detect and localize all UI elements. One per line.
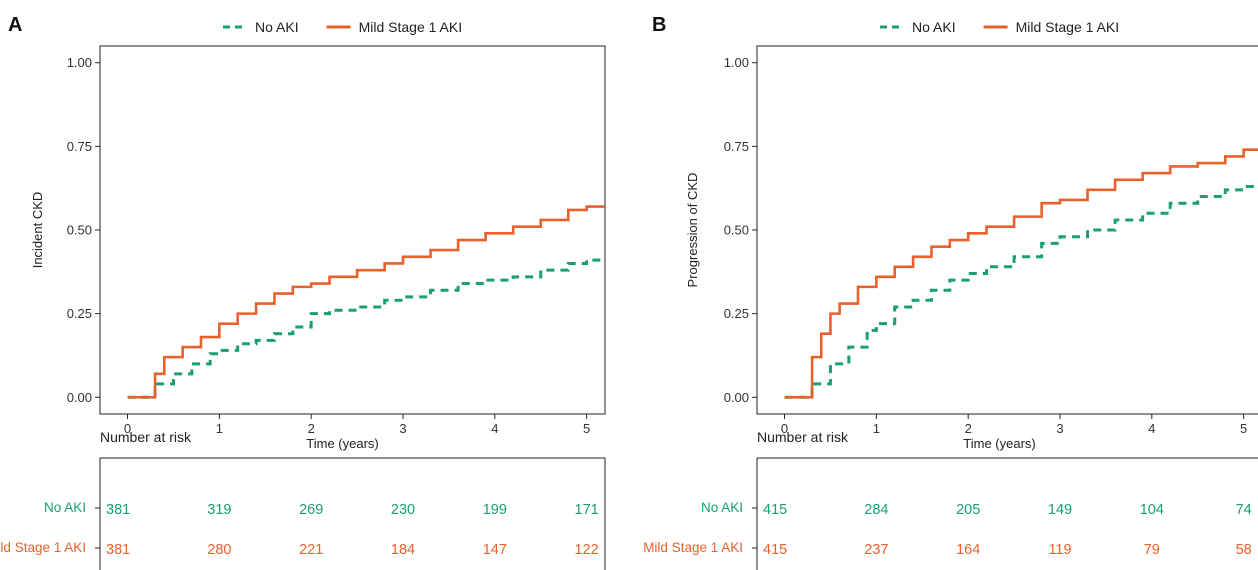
risk-cell: 199 (483, 502, 507, 518)
x-tick-label: 3 (1056, 421, 1063, 436)
y-tick-label: 0.50 (67, 223, 92, 238)
risk-cell: 381 (106, 502, 130, 518)
legend-label: No AKI (912, 19, 956, 35)
x-axis-label: Time (years) (963, 436, 1035, 451)
y-tick-label: 0.25 (67, 306, 92, 321)
x-tick-label: 1 (873, 421, 880, 436)
risk-cell: 415 (763, 502, 787, 518)
risk-row-label: No AKI (701, 500, 743, 515)
legend-label: Mild Stage 1 AKI (359, 19, 463, 35)
y-tick-label: 1.00 (67, 55, 92, 70)
x-tick-label: 2 (308, 421, 315, 436)
plot-frame (99, 45, 606, 415)
risk-cell: 147 (483, 542, 507, 558)
risk-cell: 74 (1236, 502, 1252, 518)
legend-label: No AKI (255, 19, 299, 35)
risk-cell: 171 (575, 502, 599, 518)
risk-cell: 381 (106, 542, 130, 558)
risk-cell: 104 (1140, 502, 1164, 518)
risk-cell: 205 (956, 502, 980, 518)
x-tick-label: 3 (399, 421, 406, 436)
risk-row-label: No AKI (44, 500, 86, 515)
risk-cell: 319 (207, 502, 231, 518)
risk-cell: 58 (1236, 542, 1252, 558)
risk-row-label: Mild Stage 1 AKI (643, 540, 743, 555)
x-tick-label: 1 (216, 421, 223, 436)
series-line-0 (784, 185, 1258, 399)
risk-cell: 230 (391, 502, 415, 518)
y-tick-label: 0.75 (724, 139, 749, 154)
y-tick-label: 0.75 (67, 139, 92, 154)
y-tick-label: 0.00 (724, 390, 749, 405)
y-axis-label: Progression of CKD (685, 173, 700, 288)
x-tick-label: 5 (1240, 421, 1247, 436)
y-tick-label: 1.00 (724, 55, 749, 70)
risk-cell: 119 (1048, 542, 1071, 558)
risk-table-title: Number at risk (100, 429, 192, 445)
x-tick-label: 0 (124, 421, 131, 436)
panel-b: B No AKI Mild Stage 1 AKI 0.00 0.25 0.50 0.75 1… (643, 14, 1258, 570)
risk-cell: 269 (299, 502, 323, 518)
risk-cell: 415 (763, 542, 787, 558)
x-tick-label: 4 (491, 421, 498, 436)
x-tick-label: 0 (781, 421, 788, 436)
panel-letter: A (8, 14, 22, 36)
plot-frame (756, 45, 1258, 415)
risk-cell: 122 (575, 542, 599, 558)
series-line-1 (784, 148, 1258, 399)
risk-cell: 164 (956, 542, 980, 558)
risk-cell: 184 (391, 542, 415, 558)
x-axis-label: Time (years) (306, 436, 378, 451)
y-axis-label: Incident CKD (30, 192, 45, 269)
risk-cell: 284 (864, 502, 888, 518)
y-tick-label: 0.50 (724, 223, 749, 238)
risk-cell: 221 (299, 542, 323, 558)
series-line-0 (127, 258, 605, 399)
risk-cell: 149 (1048, 502, 1072, 518)
risk-cell: 237 (864, 542, 888, 558)
x-tick-label: 4 (1148, 421, 1155, 436)
series-line-1 (127, 205, 605, 399)
y-tick-label: 0.25 (724, 306, 749, 321)
legend-label: Mild Stage 1 AKI (1016, 19, 1120, 35)
y-tick-label: 0.00 (67, 390, 92, 405)
risk-cell: 280 (207, 542, 231, 558)
x-tick-label: 2 (965, 421, 972, 436)
panel-a: A No AKI Mild Stage 1 AKI 0.00 0.25 0.50 0.75 1… (0, 14, 606, 570)
risk-table-title: Number at risk (757, 429, 849, 445)
x-tick-label: 5 (583, 421, 590, 436)
panel-letter: B (652, 14, 666, 36)
risk-cell: 79 (1144, 542, 1160, 558)
risk-row-label: Mild Stage 1 AKI (0, 540, 86, 555)
